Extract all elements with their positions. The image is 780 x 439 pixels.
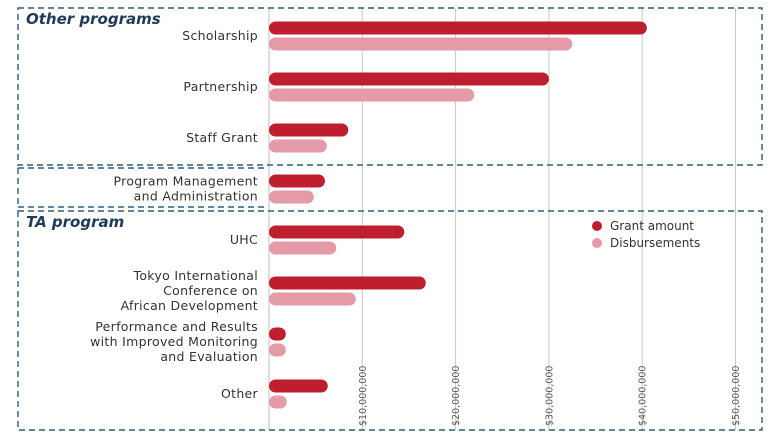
bar-disbursements-7: [269, 395, 287, 409]
x-tick-label: $40,000,000: [638, 366, 649, 426]
legend-marker: [592, 221, 602, 231]
x-tick-label: $20,000,000: [451, 366, 462, 426]
bars-layer: [269, 21, 647, 409]
bar-disbursements-5: [269, 292, 356, 306]
category-labels: Scholarship Partnership Staff Grant Program…: [90, 28, 258, 401]
bar-disbursements-4: [269, 241, 337, 255]
category-label: African Development: [121, 298, 258, 313]
category-label: and Evaluation: [160, 349, 258, 364]
category-label: Staff Grant: [186, 130, 258, 145]
bar-grant-amount-1: [269, 72, 549, 86]
x-axis-ticks: $10,000,000 $20,000,000 $30,000,000 $40,000…: [358, 366, 742, 426]
x-tick-label: $50,000,000: [731, 366, 742, 426]
legend: Grant amount Disbursements: [592, 219, 700, 250]
category-label: UHC: [230, 232, 258, 247]
category-label: with Improved Monitoring: [90, 334, 258, 349]
bar-grant-amount-0: [269, 21, 647, 35]
legend-label: Disbursements: [610, 236, 700, 250]
x-tick-label: $10,000,000: [358, 366, 369, 426]
bar-grant-amount-5: [269, 276, 426, 290]
bar-grant-amount-7: [269, 379, 328, 393]
legend-label: Grant amount: [610, 219, 694, 233]
group-box-1: [17, 210, 763, 431]
group-box-program-management: [17, 167, 268, 208]
group-title: Other programs: [26, 10, 161, 28]
bar-disbursements-3: [269, 190, 314, 204]
category-label: Performance and Results: [95, 319, 258, 334]
x-tick-label: $30,000,000: [544, 366, 555, 426]
bar-grant-amount-6: [269, 327, 286, 341]
category-label: Program Management: [114, 174, 258, 189]
bar-grant-amount-2: [269, 123, 349, 137]
legend-marker: [592, 238, 602, 248]
group-box-0: [17, 7, 763, 166]
category-label: Other: [221, 386, 259, 401]
group-title: TA program: [26, 213, 124, 231]
bar-grant-amount-3: [269, 174, 325, 188]
bar-grant-amount-4: [269, 225, 405, 239]
group-boxes: Other programs TA program: [17, 7, 763, 431]
category-label: Partnership: [183, 79, 258, 94]
category-label: Tokyo International: [133, 268, 258, 283]
bar-disbursements-1: [269, 88, 475, 102]
category-label: Scholarship: [182, 28, 258, 43]
category-label: Conference on: [163, 283, 258, 298]
category-label: and Administration: [134, 189, 258, 204]
bar-disbursements-2: [269, 139, 327, 153]
bar-disbursements-0: [269, 37, 573, 51]
bar-disbursements-6: [269, 343, 286, 357]
